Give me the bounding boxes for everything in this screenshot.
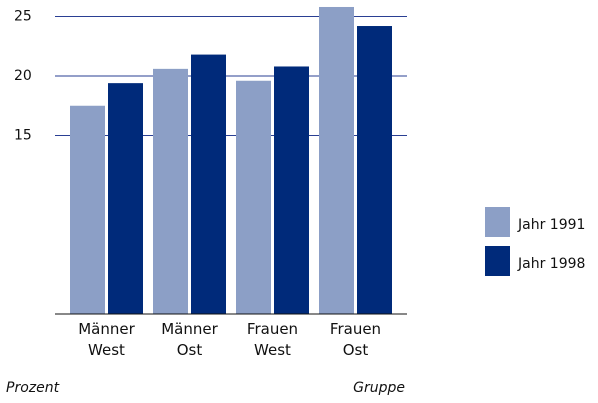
legend-swatch: [485, 207, 510, 237]
bar: [236, 80, 271, 314]
x-tick-label: Frauen Ost: [329, 320, 382, 359]
legend-label: Jahr 1998: [517, 256, 585, 272]
x-tick-label: Frauen West: [246, 320, 299, 359]
bar: [357, 26, 392, 315]
x-tick-label: Männer West: [78, 320, 135, 359]
x-tick-label: Männer Ost: [161, 320, 218, 359]
y-axis-label: Prozent: [6, 380, 60, 396]
legend-label: Jahr 1991: [517, 217, 585, 233]
bar: [274, 66, 309, 314]
bar: [70, 105, 105, 314]
bar: [191, 54, 226, 314]
y-tick-label: 20: [14, 68, 32, 84]
y-tick-label: 25: [14, 9, 32, 25]
bar: [319, 6, 354, 314]
bar: [153, 68, 188, 314]
legend-swatch: [485, 246, 510, 276]
y-tick-label: 15: [14, 128, 32, 144]
x-axis-label: Gruppe: [353, 380, 405, 396]
bar: [108, 83, 143, 314]
